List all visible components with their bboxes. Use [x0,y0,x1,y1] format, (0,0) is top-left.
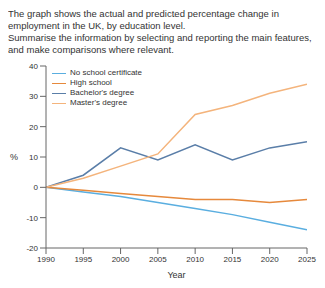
svg-text:1995: 1995 [74,255,92,264]
html-text:No school certificate: No school certificate [70,68,142,77]
svg-text:20: 20 [29,123,38,132]
svg-text:10: 10 [29,153,38,162]
svg-text:%: % [10,152,18,162]
svg-text:Year: Year [167,270,185,280]
svg-text:2005: 2005 [149,255,167,264]
svg-text:2015: 2015 [224,255,242,264]
svg-text:40: 40 [29,62,38,71]
html-text:Bachelor's degree: Bachelor's degree [70,88,135,97]
svg-text:2025: 2025 [298,255,316,264]
svg-text:2000: 2000 [112,255,130,264]
svg-text:30: 30 [29,92,38,101]
html-text:Summarise the information by s: Summarise the information by selecting a… [8,32,312,55]
html-text:The graph shows the actual and: The graph shows the actual and predicted… [8,8,279,31]
svg-text:1990: 1990 [37,255,55,264]
svg-text:-10: -10 [26,214,38,223]
svg-text:0: 0 [34,183,39,192]
svg-text:2010: 2010 [186,255,204,264]
svg-text:2020: 2020 [261,255,279,264]
html-text:High school: High school [70,78,112,87]
svg-text:-20: -20 [26,244,38,253]
html-text:Master's degree: Master's degree [70,98,128,107]
